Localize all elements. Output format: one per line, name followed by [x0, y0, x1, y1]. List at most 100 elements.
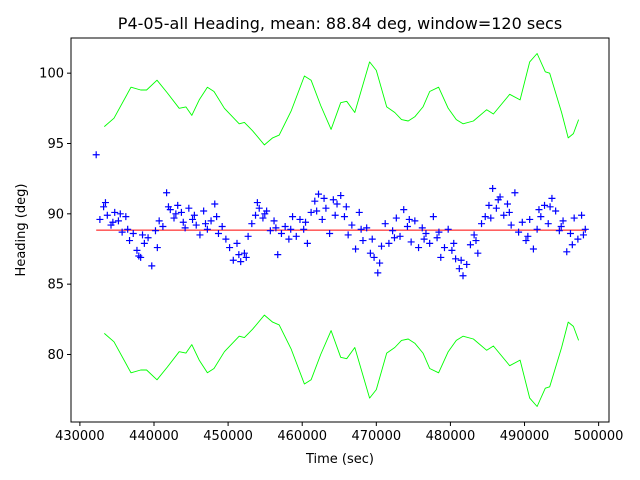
data-point [352, 245, 360, 253]
data-point [226, 244, 234, 252]
plot-area [70, 37, 610, 423]
data-point [548, 194, 556, 202]
data-point [96, 215, 104, 223]
data-point [151, 227, 159, 235]
data-point [448, 246, 456, 254]
data-point [544, 220, 552, 228]
data-point [272, 224, 280, 232]
data-point [492, 204, 500, 212]
data-point [252, 211, 260, 219]
data-point [285, 235, 293, 243]
y-axis-label: Heading (deg) [14, 184, 29, 277]
data-point [172, 210, 180, 218]
data-point [92, 151, 100, 159]
data-point [313, 207, 321, 215]
x-tick-label: 480000 [426, 429, 476, 444]
data-point [357, 225, 365, 233]
data-point [390, 234, 398, 242]
data-point [552, 207, 560, 215]
data-point [203, 225, 211, 233]
data-point [315, 190, 323, 198]
y-tick-label: 85 [47, 278, 64, 293]
data-point [359, 237, 367, 245]
data-point [377, 242, 385, 250]
data-point [148, 262, 156, 270]
scatter-points [92, 151, 589, 280]
data-point [153, 244, 161, 252]
data-point [185, 204, 193, 212]
data-point [426, 239, 434, 247]
chart-title: P4-05-all Heading, mean: 88.84 deg, wind… [118, 14, 562, 33]
data-point [133, 246, 141, 254]
data-point [259, 214, 267, 222]
data-point [333, 200, 341, 208]
data-point [489, 185, 497, 193]
data-point [179, 218, 187, 226]
data-point [159, 222, 167, 230]
data-point [455, 265, 463, 273]
band-lines [104, 53, 580, 407]
data-point [557, 222, 565, 230]
data-point [511, 189, 519, 197]
data-point [407, 238, 415, 246]
data-point [116, 210, 124, 218]
data-point [396, 232, 404, 240]
y-tick-label: 90 [47, 207, 64, 222]
data-point [370, 253, 378, 261]
x-tick-label: 500000 [574, 429, 624, 444]
data-point [570, 214, 578, 222]
data-point [307, 208, 315, 216]
x-tick-label: 450000 [203, 429, 253, 444]
data-point [579, 231, 587, 239]
data-point [522, 237, 530, 245]
data-point [533, 225, 541, 233]
data-point [235, 251, 243, 259]
data-point [381, 220, 389, 228]
data-point [546, 203, 554, 211]
data-point [529, 245, 537, 253]
data-point [248, 220, 256, 228]
data-point [563, 248, 571, 256]
data-point [463, 260, 471, 268]
x-tick-label: 460000 [277, 429, 327, 444]
y-tick-label: 95 [47, 137, 64, 152]
data-point [568, 241, 576, 249]
data-point [229, 256, 237, 264]
data-point [505, 208, 513, 216]
data-point [211, 200, 219, 208]
data-point [331, 211, 339, 219]
data-point [177, 208, 185, 216]
data-point [487, 214, 495, 222]
data-point [385, 239, 393, 247]
data-point [303, 239, 311, 247]
data-point [322, 204, 330, 212]
data-point [420, 235, 428, 243]
data-point [535, 206, 543, 214]
data-point [287, 225, 295, 233]
data-point [300, 225, 308, 233]
data-point [242, 253, 250, 261]
data-point [440, 244, 448, 252]
data-point [233, 239, 241, 247]
data-point [578, 211, 586, 219]
data-point [266, 227, 274, 235]
data-point [292, 232, 300, 240]
data-point [222, 235, 230, 243]
data-point [101, 199, 109, 207]
data-point [433, 234, 441, 242]
data-point [342, 203, 350, 211]
data-point [155, 217, 163, 225]
data-point [189, 215, 197, 223]
data-point [202, 220, 209, 228]
data-point [418, 224, 426, 232]
data-point [503, 200, 511, 208]
data-point [218, 222, 226, 230]
data-point [500, 211, 508, 219]
data-point [481, 213, 489, 221]
data-point [240, 249, 248, 257]
data-point [329, 196, 337, 204]
data-point [140, 239, 148, 247]
data-point [213, 213, 221, 221]
data-point [111, 208, 119, 216]
